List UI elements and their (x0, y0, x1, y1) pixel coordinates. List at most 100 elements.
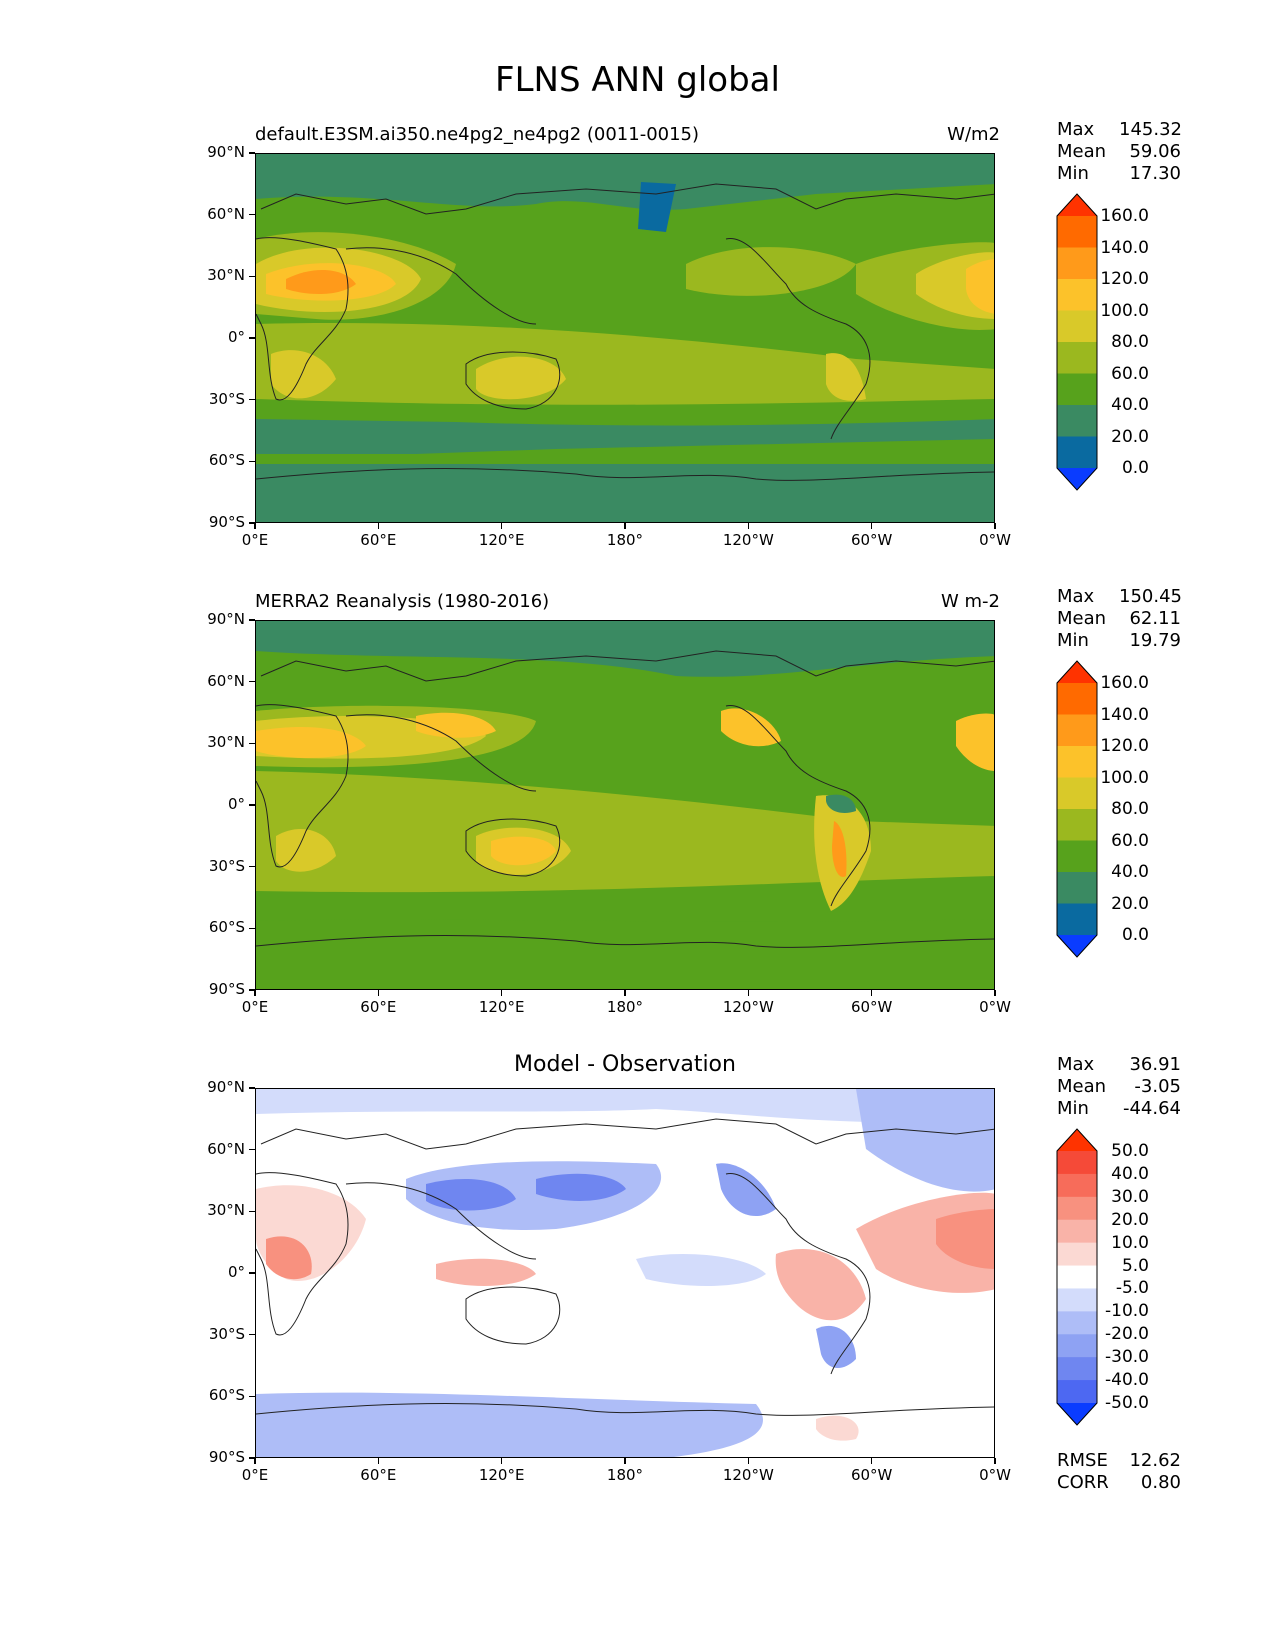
stat-mean: Mean -3.05 (1057, 1076, 1181, 1098)
x-tick-mark (500, 990, 503, 996)
panel-1-map (255, 153, 995, 523)
y-tick-label: 30°N (207, 266, 245, 285)
colorbar-tick-label: 100.0 (1100, 300, 1149, 321)
y-tick-label: 60°N (207, 204, 245, 223)
colorbar-extend-bottom (1057, 935, 1097, 957)
stat-value: 150.45 (1119, 586, 1182, 607)
colorbar-segment (1057, 405, 1097, 437)
colorbar-tick-label: 40.0 (1111, 862, 1149, 882)
x-tick-label: 0°E (241, 531, 269, 549)
x-tick-label: 60°E (360, 998, 397, 1016)
stat-label: Mean (1057, 141, 1107, 162)
x-tick-label: 0°E (241, 1466, 269, 1484)
figure-title: FLNS ANN global (495, 60, 780, 100)
colorbar-segment (1057, 279, 1097, 311)
colorbar-segment (1057, 1311, 1097, 1335)
x-tick-mark (254, 1458, 256, 1464)
colorbar-outline (1056, 1128, 1098, 1426)
colorbar-segment (1057, 1288, 1097, 1312)
stat-value: 62.11 (1129, 608, 1181, 629)
y-tick-label: 90°S (208, 1448, 245, 1466)
x-tick-mark (870, 1458, 873, 1464)
colorbar-tick-label: 50.0 (1111, 1141, 1149, 1161)
stat-label: Min (1057, 630, 1089, 651)
x-tick-mark (377, 523, 380, 529)
stat-value: -3.05 (1134, 1076, 1181, 1097)
y-tick-mark (249, 213, 255, 216)
colorbar-segment (1057, 310, 1097, 343)
x-tick-mark (994, 990, 996, 996)
colorbar-2 (1056, 660, 1098, 958)
colorbar-extend-top (1057, 661, 1097, 683)
x-tick-label: 120°E (478, 1466, 525, 1484)
colorbar-tick-label: 5.0 (1121, 1255, 1149, 1276)
x-tick-label: 180° (606, 1466, 644, 1484)
x-tick-mark (624, 990, 626, 996)
colorbar-1 (1056, 193, 1098, 491)
stat-min: Min 17.30 (1057, 163, 1181, 185)
stat-mean: Mean 59.06 (1057, 141, 1181, 163)
colorbar-tick-label: 140.0 (1100, 237, 1149, 258)
stat-label: Max (1057, 1054, 1095, 1075)
x-tick-mark (500, 523, 503, 529)
x-tick-label: 60°W (850, 531, 893, 549)
panel-2-map-svg (256, 621, 994, 989)
stat-max: Max 145.32 (1057, 119, 1182, 141)
colorbar-segment (1057, 809, 1097, 841)
colorbar-segment (1057, 436, 1097, 469)
x-tick-mark (624, 1458, 626, 1464)
panel-1-units: W/m2 (947, 124, 1000, 145)
y-tick-mark (249, 1087, 255, 1089)
colorbar-tick-label: -20.0 (1105, 1324, 1149, 1345)
colorbar-segment (1057, 1242, 1097, 1267)
colorbar-extend-bottom (1057, 1403, 1097, 1425)
colorbar-outline (1056, 660, 1098, 958)
y-tick-mark (249, 865, 255, 868)
x-tick-label: 120°W (722, 998, 774, 1016)
colorbar-tick-label: 60.0 (1111, 363, 1149, 384)
stat-value: 12.62 (1129, 1450, 1181, 1471)
stat-value: -44.64 (1122, 1098, 1181, 1119)
colorbar-segment (1057, 683, 1097, 715)
colorbar-tick-label: -10.0 (1105, 1301, 1149, 1322)
panel-3-title: Model - Observation (514, 1052, 736, 1077)
y-tick-mark (249, 275, 255, 278)
colorbar-segment (1057, 247, 1097, 280)
y-tick-mark (249, 927, 255, 930)
colorbar-tick-label: 40.0 (1111, 395, 1149, 415)
stat-value: 19.79 (1129, 630, 1181, 651)
x-tick-label: 180° (606, 531, 644, 549)
y-tick-mark (249, 1395, 255, 1398)
x-tick-mark (500, 1458, 503, 1464)
y-tick-label: 30°S (208, 389, 245, 408)
y-tick-label: 30°S (208, 856, 245, 875)
colorbar-tick-label: 160.0 (1100, 673, 1149, 693)
stat-rmse: RMSE 12.62 (1057, 1450, 1181, 1472)
colorbar-segment (1057, 1151, 1097, 1175)
x-tick-label: 0°W (979, 531, 1011, 549)
x-tick-mark (870, 523, 873, 529)
panel-2-units: W m-2 (940, 591, 1000, 612)
x-tick-mark (994, 523, 996, 529)
x-tick-label: 120°E (478, 531, 525, 549)
x-tick-mark (747, 1458, 750, 1464)
y-tick-label: 60°S (208, 918, 245, 937)
panel-2-title: MERRA2 Reanalysis (1980-2016) (255, 591, 550, 612)
colorbar-tick-label: 60.0 (1111, 830, 1149, 851)
colorbar-extend-top (1057, 1129, 1097, 1151)
x-tick-mark (747, 990, 750, 996)
y-tick-mark (249, 152, 255, 154)
y-tick-mark (249, 1457, 255, 1459)
stat-value: 0.80 (1140, 1472, 1181, 1493)
stat-value: 17.30 (1129, 163, 1181, 184)
y-tick-mark (249, 680, 255, 683)
colorbar-extend-top (1057, 194, 1097, 216)
colorbar-tick-label: -50.0 (1105, 1393, 1149, 1413)
y-tick-label: 30°N (207, 1201, 245, 1220)
x-tick-label: 120°W (722, 531, 774, 549)
y-tick-label: 30°S (208, 1324, 245, 1343)
stat-value: 145.32 (1119, 119, 1182, 140)
colorbar-tick-label: 120.0 (1100, 269, 1149, 289)
y-tick-label: 30°N (207, 733, 245, 752)
colorbar-extend-bottom (1057, 468, 1097, 490)
